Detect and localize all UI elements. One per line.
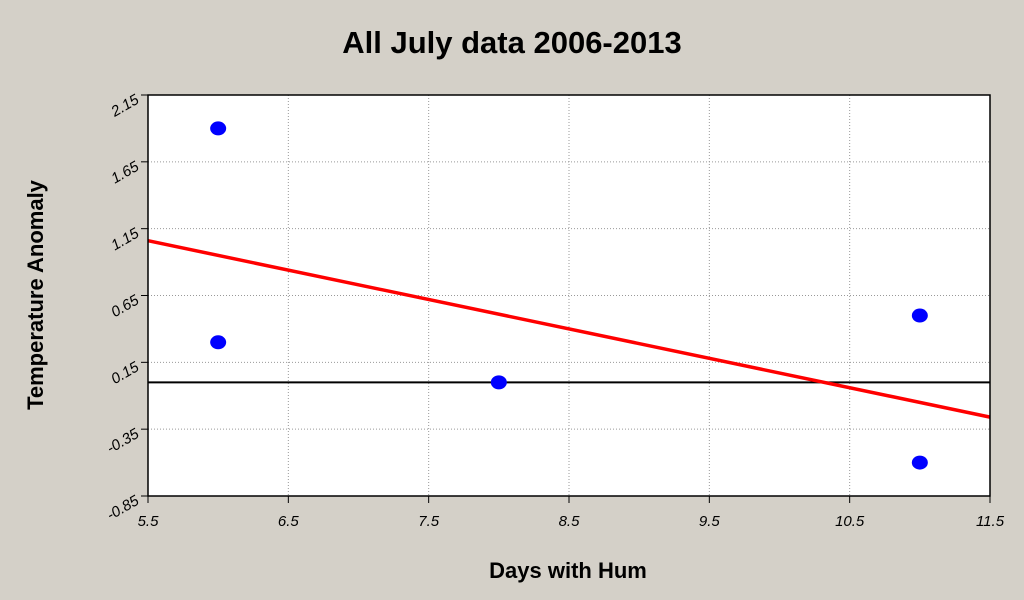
x-tick-label: 10.5 bbox=[835, 513, 865, 530]
x-tick-label: 6.5 bbox=[278, 513, 300, 530]
point bbox=[911, 308, 928, 323]
point bbox=[911, 455, 928, 470]
trend-line bbox=[147, 238, 991, 419]
x-tick-label: 11.5 bbox=[976, 513, 1005, 530]
y-axis-label: Temperature Anomaly bbox=[23, 179, 48, 410]
chart-title: All July data 2006-2013 bbox=[342, 25, 681, 60]
point bbox=[210, 335, 227, 350]
x-tick-label: 5.5 bbox=[138, 513, 160, 530]
plot-border bbox=[147, 94, 991, 497]
x-tick-label: 7.5 bbox=[418, 513, 440, 530]
x-axis-label: Days with Hum bbox=[489, 558, 647, 583]
x-tick-label: 9.5 bbox=[699, 513, 721, 530]
x-tick-label: 8.5 bbox=[559, 513, 581, 530]
point bbox=[210, 121, 227, 136]
point bbox=[490, 375, 507, 390]
